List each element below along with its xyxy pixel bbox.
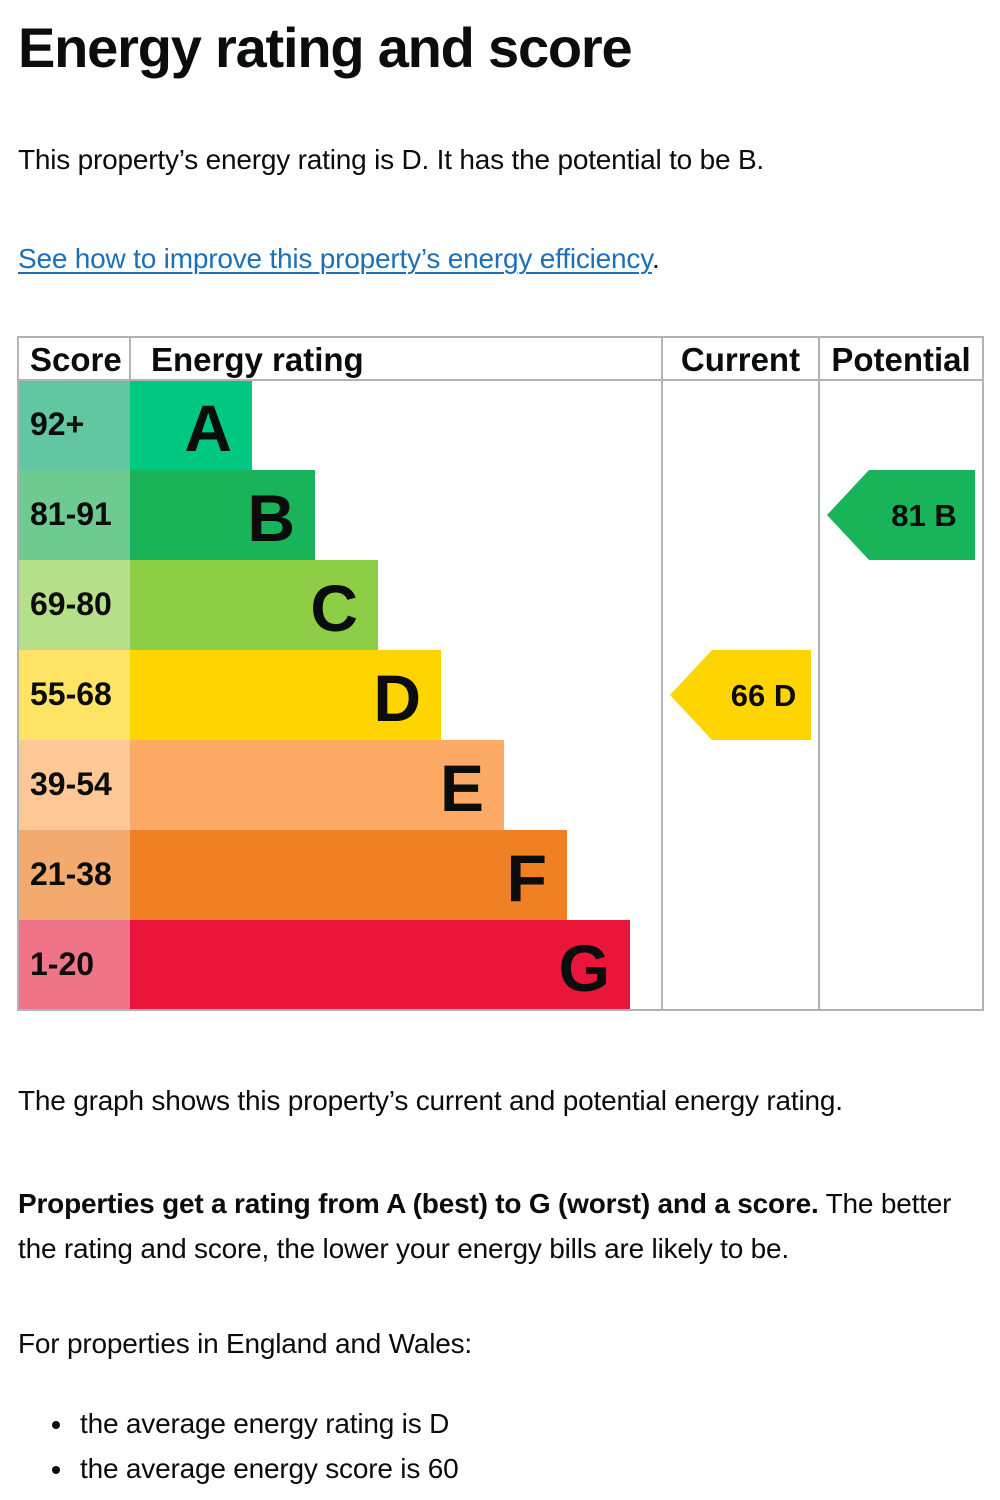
rating-summary: This property’s energy rating is D. It h…	[18, 144, 764, 175]
list-item: the average energy score is 60	[18, 1451, 459, 1496]
score-range-label: 55-68	[30, 676, 112, 712]
rating-letter: G	[559, 931, 610, 1005]
score-cell-a	[18, 380, 130, 470]
rating-bar-d	[130, 650, 441, 740]
improve-suffix: .	[651, 243, 660, 274]
current-column-header: Current	[681, 341, 800, 378]
score-column-header: Score	[30, 341, 122, 378]
score-cell-f	[18, 830, 130, 920]
page-title: Energy rating and score	[18, 16, 633, 79]
rating-letter: D	[373, 661, 421, 735]
rating-info-bold: Properties get a rating from A (best) to…	[18, 1188, 819, 1219]
average-list: the average energy rating is D the avera…	[18, 1406, 459, 1496]
score-range-label: 92+	[30, 406, 84, 442]
rating-letter: C	[310, 571, 358, 645]
score-cell-e	[18, 740, 130, 830]
rating-letter: B	[247, 481, 295, 555]
improve-paragraph: See how to improve this property’s energ…	[18, 241, 660, 277]
rating-info-rest: The better the rating and score, the low…	[18, 1188, 952, 1264]
list-item: the average energy rating is D	[18, 1406, 458, 1451]
rating-letter: E	[440, 751, 484, 825]
score-range-label: 21-38	[30, 856, 112, 892]
rating-bar-e	[130, 740, 504, 830]
potential-rating-arrow	[827, 470, 975, 560]
rating-bar-b	[130, 470, 315, 560]
score-range-label: 81-91	[30, 496, 112, 532]
rating-bar-a	[130, 380, 252, 470]
potential-rating-label: 81 B	[891, 498, 956, 533]
improve-efficiency-link[interactable]: See how to improve this property’s energ…	[18, 243, 652, 274]
score-range-label: 1-20	[30, 946, 94, 982]
graph-description: The graph shows this property’s current …	[18, 1085, 843, 1116]
score-range-label: 69-80	[30, 586, 112, 622]
energy-rating-chart: Score Energy rating Current Potential 92+ A 81…	[17, 336, 984, 1011]
rating-letter: A	[184, 391, 232, 465]
score-range-label: 39-54	[30, 766, 112, 802]
score-cell-d	[18, 650, 130, 740]
rating-info: Properties get a rating from A (best) to…	[18, 1181, 983, 1271]
rating-column-header: Energy rating	[151, 341, 364, 378]
score-cell-b	[18, 470, 130, 560]
rating-letter: F	[507, 841, 547, 915]
rating-bar-c	[130, 560, 378, 650]
score-cell-c	[18, 560, 130, 650]
potential-column-header: Potential	[831, 341, 970, 378]
current-rating-arrow	[670, 650, 811, 740]
current-rating-label: 66 D	[731, 678, 796, 713]
region-heading: For properties in England and Wales:	[18, 1328, 473, 1359]
rating-bar-f	[130, 830, 567, 920]
score-cell-g	[18, 920, 130, 1010]
rating-bar-g	[130, 920, 630, 1010]
chart-border	[17, 336, 984, 1011]
